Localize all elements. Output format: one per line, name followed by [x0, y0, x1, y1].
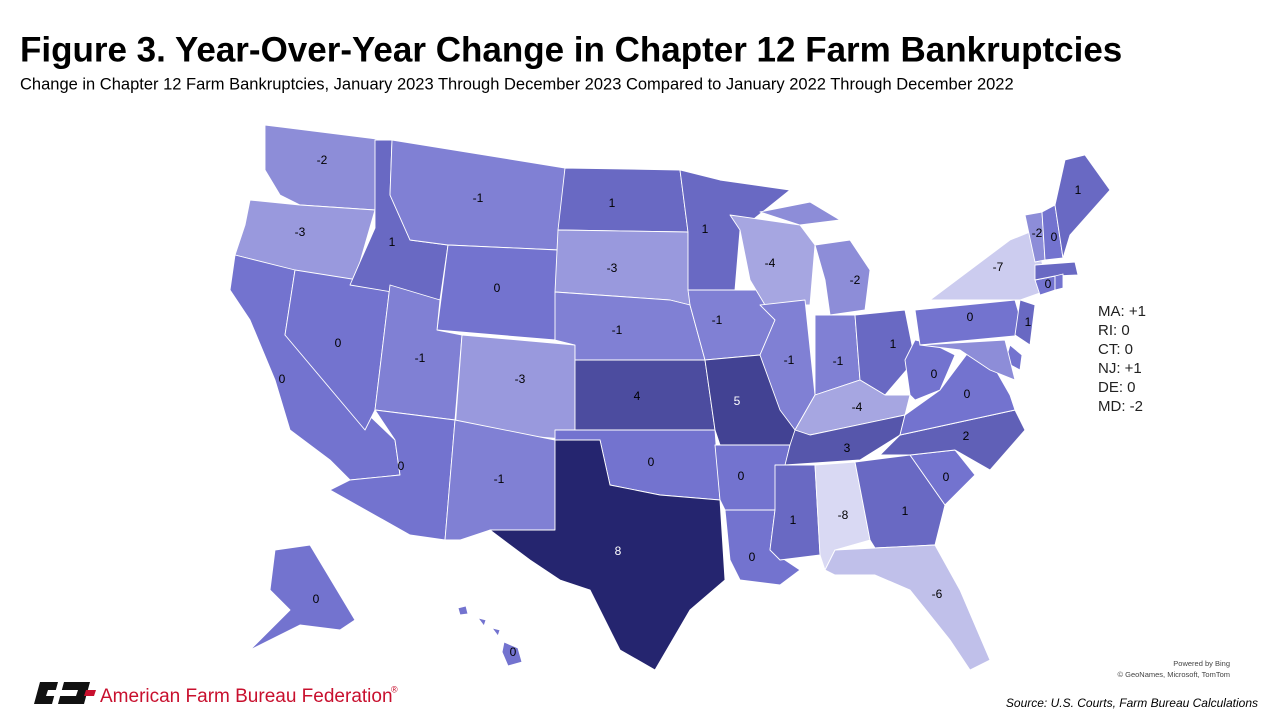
state-value-label: -1 [494, 472, 505, 486]
side-note: RI: 0 [1098, 322, 1130, 339]
source: Source: U.S. Courts, Farm Bureau Calcula… [1006, 696, 1258, 710]
states [229, 124, 1111, 671]
state [1034, 261, 1079, 281]
state-value-label: 0 [398, 459, 405, 473]
side-note: CT: 0 [1098, 341, 1133, 358]
state-value-label: 0 [967, 310, 974, 324]
state-value-label: -4 [852, 400, 863, 414]
state [784, 414, 906, 466]
state [574, 359, 716, 431]
state-value-label: -3 [515, 372, 526, 386]
side-note: MA: +1 [1098, 303, 1146, 320]
state-value-label: -1 [473, 191, 484, 205]
state [1054, 154, 1111, 259]
state [919, 339, 1016, 381]
state-value-label: 4 [634, 389, 641, 403]
state-value-label: 1 [1025, 315, 1032, 329]
side-notes: MA: +1 RI: 0 CT: 0 NJ: +1 DE: 0 MD: -2 [1098, 303, 1146, 415]
state-value-label: -1 [833, 354, 844, 368]
state [759, 299, 816, 431]
state [759, 201, 871, 316]
state-value-label: 0 [335, 336, 342, 350]
state-value-label: 1 [389, 235, 396, 249]
logo [34, 682, 96, 704]
state [249, 544, 356, 651]
state [557, 167, 689, 233]
attribution: Powered by Bing [1173, 659, 1230, 668]
state-value-label: 0 [648, 455, 655, 469]
state [899, 349, 1016, 436]
logo-mark [46, 690, 78, 696]
state-value-label: 0 [749, 550, 756, 564]
state-value-label: 0 [964, 387, 971, 401]
state-value-label: -2 [1032, 226, 1043, 240]
state-value-label: 3 [844, 441, 851, 455]
state [264, 124, 386, 211]
state-value-label: -7 [993, 260, 1004, 274]
state-value-label: 2 [963, 429, 970, 443]
state-value-label: 0 [943, 470, 950, 484]
state-value-label: -2 [317, 153, 328, 167]
logo-mark [84, 690, 96, 696]
state-value-label: 0 [738, 469, 745, 483]
state-value-label: -1 [784, 353, 795, 367]
state-value-label: -3 [607, 261, 618, 275]
state-value-label: -2 [850, 273, 861, 287]
state [489, 439, 726, 671]
state-value-label: 1 [790, 513, 797, 527]
state-value-label: 0 [279, 372, 286, 386]
state-value-label: 8 [615, 544, 622, 558]
subtitle: Change in Chapter 12 Farm Bankruptcies, … [20, 75, 1014, 93]
attribution: © GeoNames, Microsoft, TomTom [1118, 670, 1231, 679]
state [854, 309, 916, 396]
state-value-label: 0 [1051, 230, 1058, 244]
organization: American Farm Bureau Federation [100, 686, 393, 707]
side-note: NJ: +1 [1098, 360, 1142, 377]
state-value-label: 0 [510, 645, 517, 659]
side-note: MD: -2 [1098, 398, 1143, 415]
state-value-label: 0 [931, 367, 938, 381]
state-value-label: 1 [890, 337, 897, 351]
state-value-label: -3 [295, 225, 306, 239]
state-value-label: 1 [902, 504, 909, 518]
state [1014, 299, 1036, 346]
title: Figure 3. Year-Over-Year Change in Chapt… [20, 30, 1122, 69]
state-value-label: 5 [734, 394, 741, 408]
side-note: DE: 0 [1098, 379, 1136, 396]
state [457, 605, 523, 667]
state-value-label: 1 [609, 196, 616, 210]
state [1054, 273, 1064, 291]
state-value-label: 1 [1075, 183, 1082, 197]
state-value-label: -1 [415, 351, 426, 365]
state-value-label: -6 [932, 587, 943, 601]
state [879, 409, 1026, 471]
value-labels: -2 -3 0 0 1 -1 0 -1 -3 0 -1 1 -3 -1 4 0 8 1 -1 5 0 0 -4 -1 -2 -1 1… [279, 153, 1082, 659]
state-value-label: -1 [712, 313, 723, 327]
state-value-label: 1 [702, 222, 709, 236]
state [824, 544, 991, 671]
state-value-label: 0 [494, 281, 501, 295]
state-value-label: -8 [838, 508, 849, 522]
state-value-label: -1 [612, 323, 623, 337]
state-value-label: 0 [1045, 277, 1052, 291]
state-value-label: 0 [313, 592, 320, 606]
logo-mark [52, 682, 64, 704]
trademark: ® [391, 684, 398, 694]
state [904, 339, 956, 401]
state-value-label: -4 [765, 256, 776, 270]
state [679, 169, 791, 291]
